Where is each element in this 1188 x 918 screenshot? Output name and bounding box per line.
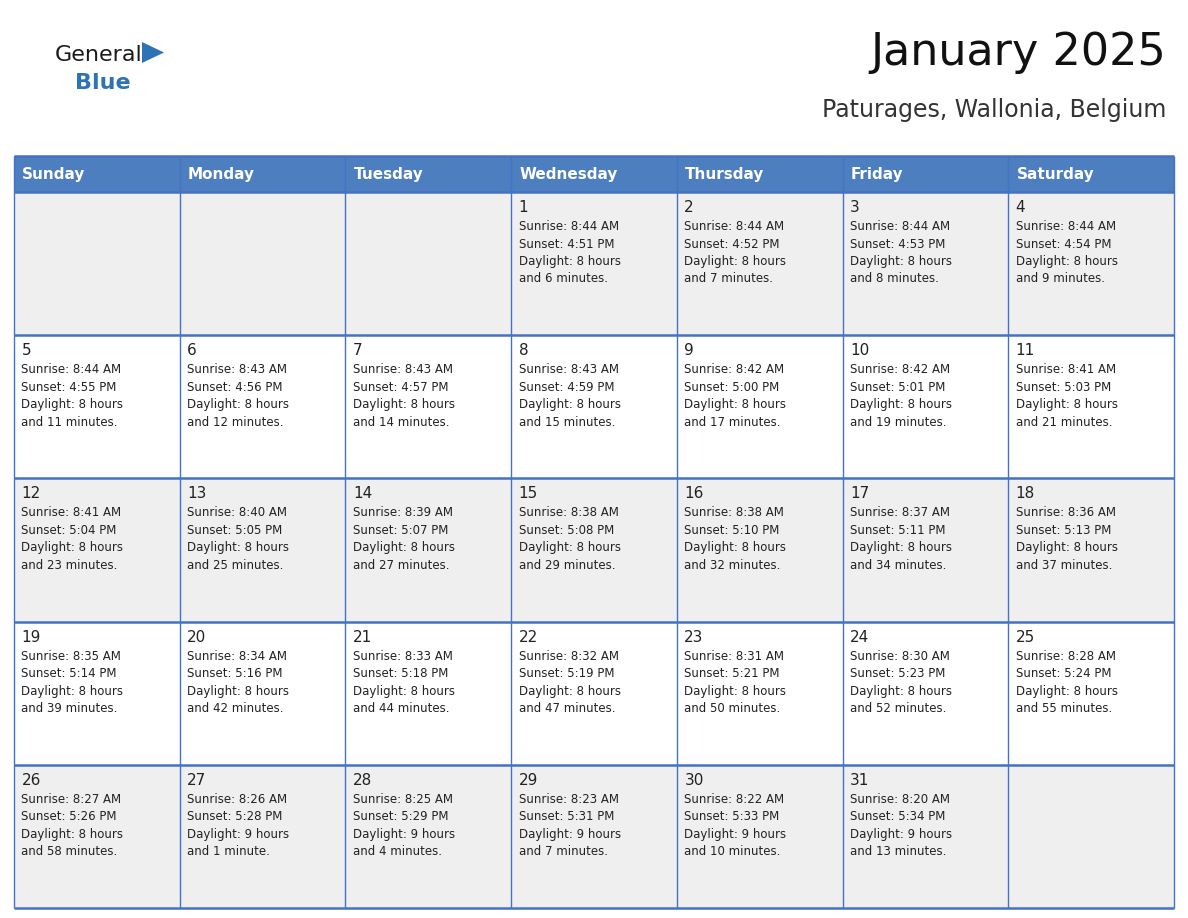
Text: Blue: Blue: [75, 73, 131, 93]
Text: Friday: Friday: [851, 166, 904, 182]
Text: Sunrise: 8:25 AM
Sunset: 5:29 PM
Daylight: 9 hours
and 4 minutes.: Sunrise: 8:25 AM Sunset: 5:29 PM Dayligh…: [353, 793, 455, 858]
Text: 30: 30: [684, 773, 703, 788]
Text: 12: 12: [21, 487, 40, 501]
Text: Sunrise: 8:38 AM
Sunset: 5:10 PM
Daylight: 8 hours
and 32 minutes.: Sunrise: 8:38 AM Sunset: 5:10 PM Dayligh…: [684, 507, 786, 572]
Text: 7: 7: [353, 343, 362, 358]
Text: 20: 20: [188, 630, 207, 644]
Text: 28: 28: [353, 773, 372, 788]
Text: Sunrise: 8:43 AM
Sunset: 4:56 PM
Daylight: 8 hours
and 12 minutes.: Sunrise: 8:43 AM Sunset: 4:56 PM Dayligh…: [188, 364, 289, 429]
Text: Sunday: Sunday: [23, 166, 86, 182]
Text: Tuesday: Tuesday: [354, 166, 423, 182]
Text: 29: 29: [519, 773, 538, 788]
Text: Sunrise: 8:43 AM
Sunset: 4:59 PM
Daylight: 8 hours
and 15 minutes.: Sunrise: 8:43 AM Sunset: 4:59 PM Dayligh…: [519, 364, 620, 429]
Text: Sunrise: 8:44 AM
Sunset: 4:53 PM
Daylight: 8 hours
and 8 minutes.: Sunrise: 8:44 AM Sunset: 4:53 PM Dayligh…: [851, 220, 952, 285]
Text: Sunrise: 8:26 AM
Sunset: 5:28 PM
Daylight: 9 hours
and 1 minute.: Sunrise: 8:26 AM Sunset: 5:28 PM Dayligh…: [188, 793, 290, 858]
Bar: [14, 335, 1174, 478]
Text: 13: 13: [188, 487, 207, 501]
Text: 26: 26: [21, 773, 40, 788]
Text: Sunrise: 8:44 AM
Sunset: 4:55 PM
Daylight: 8 hours
and 11 minutes.: Sunrise: 8:44 AM Sunset: 4:55 PM Dayligh…: [21, 364, 124, 429]
Text: Saturday: Saturday: [1017, 166, 1094, 182]
Text: 1: 1: [519, 200, 529, 215]
Text: Sunrise: 8:44 AM
Sunset: 4:54 PM
Daylight: 8 hours
and 9 minutes.: Sunrise: 8:44 AM Sunset: 4:54 PM Dayligh…: [1016, 220, 1118, 285]
Text: Sunrise: 8:28 AM
Sunset: 5:24 PM
Daylight: 8 hours
and 55 minutes.: Sunrise: 8:28 AM Sunset: 5:24 PM Dayligh…: [1016, 650, 1118, 715]
Bar: [14, 621, 1174, 765]
Bar: [14, 765, 1174, 908]
Text: 17: 17: [851, 487, 870, 501]
Text: 9: 9: [684, 343, 694, 358]
Bar: [14, 478, 1174, 621]
Text: Thursday: Thursday: [685, 166, 765, 182]
Text: 10: 10: [851, 343, 870, 358]
Text: 27: 27: [188, 773, 207, 788]
Text: Monday: Monday: [188, 166, 255, 182]
Text: 5: 5: [21, 343, 31, 358]
Text: 31: 31: [851, 773, 870, 788]
Text: Sunrise: 8:34 AM
Sunset: 5:16 PM
Daylight: 8 hours
and 42 minutes.: Sunrise: 8:34 AM Sunset: 5:16 PM Dayligh…: [188, 650, 289, 715]
Text: Sunrise: 8:30 AM
Sunset: 5:23 PM
Daylight: 8 hours
and 52 minutes.: Sunrise: 8:30 AM Sunset: 5:23 PM Dayligh…: [851, 650, 952, 715]
Text: 24: 24: [851, 630, 870, 644]
Text: 14: 14: [353, 487, 372, 501]
Text: Sunrise: 8:42 AM
Sunset: 5:01 PM
Daylight: 8 hours
and 19 minutes.: Sunrise: 8:42 AM Sunset: 5:01 PM Dayligh…: [851, 364, 952, 429]
Text: Sunrise: 8:31 AM
Sunset: 5:21 PM
Daylight: 8 hours
and 50 minutes.: Sunrise: 8:31 AM Sunset: 5:21 PM Dayligh…: [684, 650, 786, 715]
Text: Sunrise: 8:40 AM
Sunset: 5:05 PM
Daylight: 8 hours
and 25 minutes.: Sunrise: 8:40 AM Sunset: 5:05 PM Dayligh…: [188, 507, 289, 572]
Bar: [14, 156, 1174, 192]
Text: Sunrise: 8:36 AM
Sunset: 5:13 PM
Daylight: 8 hours
and 37 minutes.: Sunrise: 8:36 AM Sunset: 5:13 PM Dayligh…: [1016, 507, 1118, 572]
Text: 11: 11: [1016, 343, 1035, 358]
Text: 18: 18: [1016, 487, 1035, 501]
Polygon shape: [143, 42, 164, 63]
Text: Sunrise: 8:41 AM
Sunset: 5:03 PM
Daylight: 8 hours
and 21 minutes.: Sunrise: 8:41 AM Sunset: 5:03 PM Dayligh…: [1016, 364, 1118, 429]
Text: Sunrise: 8:41 AM
Sunset: 5:04 PM
Daylight: 8 hours
and 23 minutes.: Sunrise: 8:41 AM Sunset: 5:04 PM Dayligh…: [21, 507, 124, 572]
Text: Sunrise: 8:33 AM
Sunset: 5:18 PM
Daylight: 8 hours
and 44 minutes.: Sunrise: 8:33 AM Sunset: 5:18 PM Dayligh…: [353, 650, 455, 715]
Text: 15: 15: [519, 487, 538, 501]
Text: Sunrise: 8:42 AM
Sunset: 5:00 PM
Daylight: 8 hours
and 17 minutes.: Sunrise: 8:42 AM Sunset: 5:00 PM Dayligh…: [684, 364, 786, 429]
Text: 19: 19: [21, 630, 40, 644]
Text: Sunrise: 8:35 AM
Sunset: 5:14 PM
Daylight: 8 hours
and 39 minutes.: Sunrise: 8:35 AM Sunset: 5:14 PM Dayligh…: [21, 650, 124, 715]
Text: Sunrise: 8:22 AM
Sunset: 5:33 PM
Daylight: 9 hours
and 10 minutes.: Sunrise: 8:22 AM Sunset: 5:33 PM Dayligh…: [684, 793, 786, 858]
Text: 3: 3: [851, 200, 860, 215]
Text: Sunrise: 8:32 AM
Sunset: 5:19 PM
Daylight: 8 hours
and 47 minutes.: Sunrise: 8:32 AM Sunset: 5:19 PM Dayligh…: [519, 650, 620, 715]
Text: Sunrise: 8:20 AM
Sunset: 5:34 PM
Daylight: 9 hours
and 13 minutes.: Sunrise: 8:20 AM Sunset: 5:34 PM Dayligh…: [851, 793, 952, 858]
Text: Sunrise: 8:44 AM
Sunset: 4:52 PM
Daylight: 8 hours
and 7 minutes.: Sunrise: 8:44 AM Sunset: 4:52 PM Dayligh…: [684, 220, 786, 285]
Text: Sunrise: 8:23 AM
Sunset: 5:31 PM
Daylight: 9 hours
and 7 minutes.: Sunrise: 8:23 AM Sunset: 5:31 PM Dayligh…: [519, 793, 620, 858]
Bar: [14, 192, 1174, 335]
Text: 2: 2: [684, 200, 694, 215]
Text: General: General: [55, 45, 143, 65]
Text: Sunrise: 8:38 AM
Sunset: 5:08 PM
Daylight: 8 hours
and 29 minutes.: Sunrise: 8:38 AM Sunset: 5:08 PM Dayligh…: [519, 507, 620, 572]
Text: 22: 22: [519, 630, 538, 644]
Text: 21: 21: [353, 630, 372, 644]
Text: 6: 6: [188, 343, 197, 358]
Text: 25: 25: [1016, 630, 1035, 644]
Text: Wednesday: Wednesday: [519, 166, 618, 182]
Text: 23: 23: [684, 630, 703, 644]
Text: Sunrise: 8:44 AM
Sunset: 4:51 PM
Daylight: 8 hours
and 6 minutes.: Sunrise: 8:44 AM Sunset: 4:51 PM Dayligh…: [519, 220, 620, 285]
Text: 4: 4: [1016, 200, 1025, 215]
Text: Paturages, Wallonia, Belgium: Paturages, Wallonia, Belgium: [822, 98, 1165, 122]
Text: 16: 16: [684, 487, 703, 501]
Text: January 2025: January 2025: [871, 30, 1165, 73]
Text: Sunrise: 8:39 AM
Sunset: 5:07 PM
Daylight: 8 hours
and 27 minutes.: Sunrise: 8:39 AM Sunset: 5:07 PM Dayligh…: [353, 507, 455, 572]
Text: 8: 8: [519, 343, 529, 358]
Text: Sunrise: 8:27 AM
Sunset: 5:26 PM
Daylight: 8 hours
and 58 minutes.: Sunrise: 8:27 AM Sunset: 5:26 PM Dayligh…: [21, 793, 124, 858]
Text: Sunrise: 8:37 AM
Sunset: 5:11 PM
Daylight: 8 hours
and 34 minutes.: Sunrise: 8:37 AM Sunset: 5:11 PM Dayligh…: [851, 507, 952, 572]
Text: Sunrise: 8:43 AM
Sunset: 4:57 PM
Daylight: 8 hours
and 14 minutes.: Sunrise: 8:43 AM Sunset: 4:57 PM Dayligh…: [353, 364, 455, 429]
